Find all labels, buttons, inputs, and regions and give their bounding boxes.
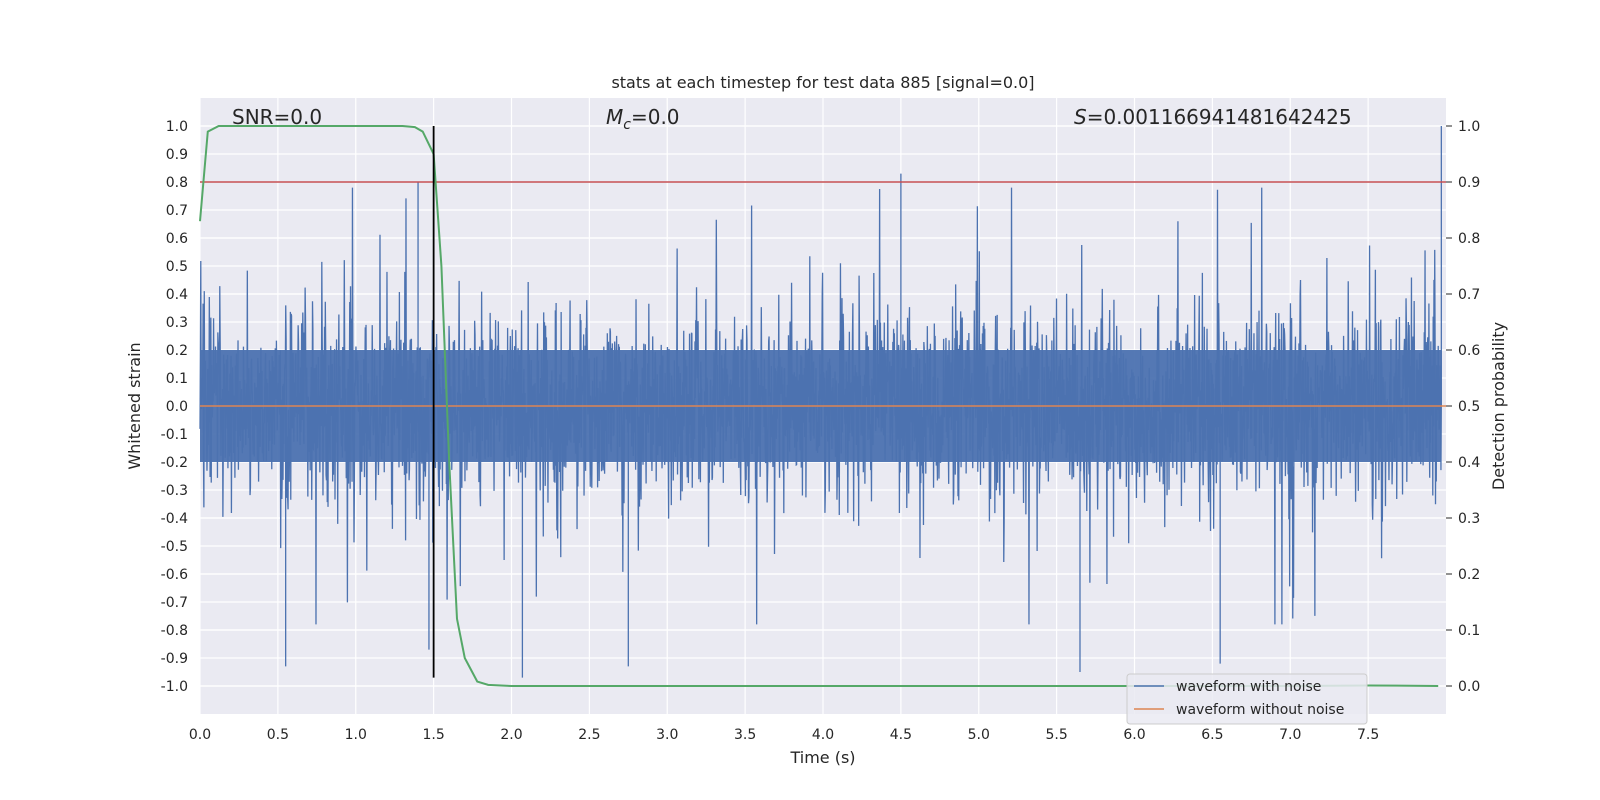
x-tick-label: 3.5 bbox=[734, 727, 756, 743]
y-tick-label-left: -0.9 bbox=[161, 651, 188, 667]
legend-box bbox=[1126, 673, 1368, 725]
y-tick-label-right: 1.0 bbox=[1458, 119, 1480, 135]
y-tick-label-left: -0.5 bbox=[161, 539, 188, 555]
x-tick-label: 4.0 bbox=[812, 727, 834, 743]
mc-annotation: Mc=0.0 bbox=[606, 105, 680, 133]
y-tick-label-left: 0.8 bbox=[166, 175, 188, 191]
y-tick-label-left: 0.6 bbox=[166, 231, 188, 247]
y-tick-label-left: -0.3 bbox=[161, 483, 188, 499]
y-tick-label-left: 0.2 bbox=[166, 343, 188, 359]
legend-label-without-noise: waveform without noise bbox=[1176, 702, 1344, 718]
y-axis-label-right: Detection probability bbox=[1489, 322, 1508, 490]
x-tick-label: 7.5 bbox=[1357, 727, 1379, 743]
y-tick-label-left: 0.3 bbox=[166, 315, 188, 331]
y-tick-label-left: 0.7 bbox=[166, 203, 188, 219]
snr-annotation: SNR=0.0 bbox=[232, 105, 322, 129]
x-tick-label: 3.0 bbox=[656, 727, 678, 743]
y-tick-label-right: 0.6 bbox=[1458, 343, 1480, 359]
x-tick-label: 5.5 bbox=[1045, 727, 1067, 743]
y-tick-label-right: 0.8 bbox=[1458, 231, 1480, 247]
x-tick-label: 6.5 bbox=[1201, 727, 1223, 743]
y-tick-label-left: -0.8 bbox=[161, 623, 188, 639]
y-tick-label-right: 0.0 bbox=[1458, 679, 1480, 695]
s-annotation: S=0.001166941481642425 bbox=[1074, 105, 1352, 129]
y-tick-label-left: -0.7 bbox=[161, 595, 188, 611]
y-tick-label-right: 0.5 bbox=[1458, 399, 1480, 415]
y-tick-label-left: 1.0 bbox=[166, 119, 188, 135]
mc-symbol: M bbox=[606, 105, 623, 129]
y-tick-label-left: -0.1 bbox=[161, 427, 188, 443]
x-tick-label: 0.0 bbox=[189, 727, 211, 743]
y-tick-label-left: 0.4 bbox=[166, 287, 188, 303]
x-axis-label: Time (s) bbox=[789, 748, 855, 767]
y-tick-label-left: -0.4 bbox=[161, 511, 188, 527]
y-tick-label-left: 0.0 bbox=[166, 399, 188, 415]
x-tick-label: 0.5 bbox=[267, 727, 289, 743]
y-tick-label-left: 0.5 bbox=[166, 259, 188, 275]
y-axis-label-left: Whitened strain bbox=[125, 342, 144, 469]
y-tick-label-right: 0.1 bbox=[1458, 623, 1480, 639]
s-value: =0.001166941481642425 bbox=[1087, 105, 1352, 129]
overlays bbox=[199, 125, 1446, 687]
ticks: 0.0 0.5 1.0 1.5 2.0 2.5 3.0 3.5 4.0 4.5 5.0 5.5 6.0 6… bbox=[161, 119, 1481, 743]
x-tick-label: 7.0 bbox=[1279, 727, 1301, 743]
y-tick-label-left: 0.9 bbox=[166, 147, 188, 163]
mc-value: =0.0 bbox=[631, 105, 680, 129]
x-tick-label: 2.0 bbox=[500, 727, 522, 743]
x-tick-label: 6.0 bbox=[1123, 727, 1145, 743]
y-tick-label-right: 0.7 bbox=[1458, 287, 1480, 303]
x-tick-label: 1.0 bbox=[345, 727, 367, 743]
y-tick-label-left: -0.6 bbox=[161, 567, 188, 583]
mc-subscript: c bbox=[623, 117, 631, 133]
legend: waveform with noise waveform without noi… bbox=[1126, 673, 1368, 725]
s-symbol: S bbox=[1074, 105, 1087, 129]
x-tick-label: 2.5 bbox=[578, 727, 600, 743]
y-tick-label-left: -0.2 bbox=[161, 455, 188, 471]
y-tick-label-right: 0.3 bbox=[1458, 511, 1480, 527]
legend-label-with-noise: waveform with noise bbox=[1176, 679, 1321, 695]
y-tick-label-right: 0.4 bbox=[1458, 455, 1480, 471]
x-tick-label: 4.5 bbox=[890, 727, 912, 743]
x-tick-label: 1.5 bbox=[422, 727, 444, 743]
y-tick-label-left: -1.0 bbox=[161, 679, 188, 695]
chart-title: stats at each timestep for test data 885… bbox=[611, 73, 1034, 92]
y-tick-label-right: 0.9 bbox=[1458, 175, 1480, 191]
series-detection-probability bbox=[199, 125, 1439, 687]
x-tick-label: 5.0 bbox=[968, 727, 990, 743]
y-tick-label-left: 0.1 bbox=[166, 371, 188, 387]
y-tick-label-right: 0.2 bbox=[1458, 567, 1480, 583]
